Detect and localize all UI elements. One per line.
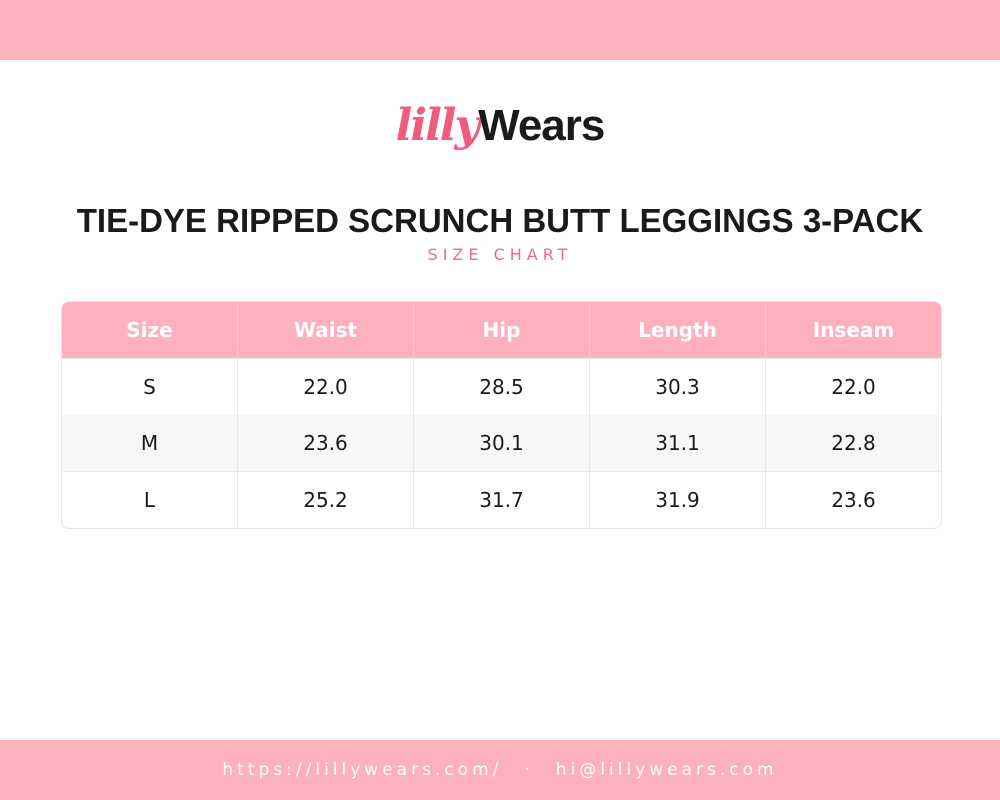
logo-word: Wears [478,101,605,150]
column-header: Hip [413,302,589,358]
measure-cell: 30.3 [589,359,765,415]
column-header: Waist [237,302,413,358]
measure-cell: 22.8 [765,415,941,471]
measure-cell: 23.6 [237,415,413,471]
size-cell: L [143,488,156,512]
measure-cell: 31.9 [589,472,765,528]
table-row: L 25.2 31.7 31.9 23.6 [62,471,941,528]
email[interactable]: hi@lillywears.com [555,760,778,780]
separator: · [524,760,534,780]
measure-cell: 31.1 [589,415,765,471]
subtitle: SIZE CHART [427,245,573,264]
column-header: Size [126,318,173,342]
column-header: Inseam [765,302,941,358]
logo: lillyWears [0,100,1000,151]
footer: https://lillywears.com/ · hi@lillywears.… [0,740,1000,800]
logo-script: lilly [395,100,480,151]
measure-cell: 31.7 [413,472,589,528]
measure-cell: 30.1 [413,415,589,471]
size-table: Size Waist Hip Length Inseam S 22.0 28.5 30.3 22.… [61,301,942,529]
measure-cell: 22.0 [237,359,413,415]
title: TIE-DYE RIPPED SCRUNCH BUTT LEGGINGS 3-P… [76,202,924,239]
measure-cell: 22.0 [765,359,941,415]
header-row: Size Waist Hip Length Inseam [62,302,941,358]
table-row: S 22.0 28.5 30.3 22.0 [62,358,941,415]
table-row: M 23.6 30.1 31.1 22.8 [62,415,941,471]
measure-cell: 25.2 [237,472,413,528]
size-cell: M [140,431,159,455]
top-band [0,0,1000,60]
size-cell: S [143,375,156,399]
measure-cell: 23.6 [765,472,941,528]
measure-cell: 28.5 [413,359,589,415]
column-header: Length [589,302,765,358]
website[interactable]: https://lillywears.com/ [222,760,503,780]
